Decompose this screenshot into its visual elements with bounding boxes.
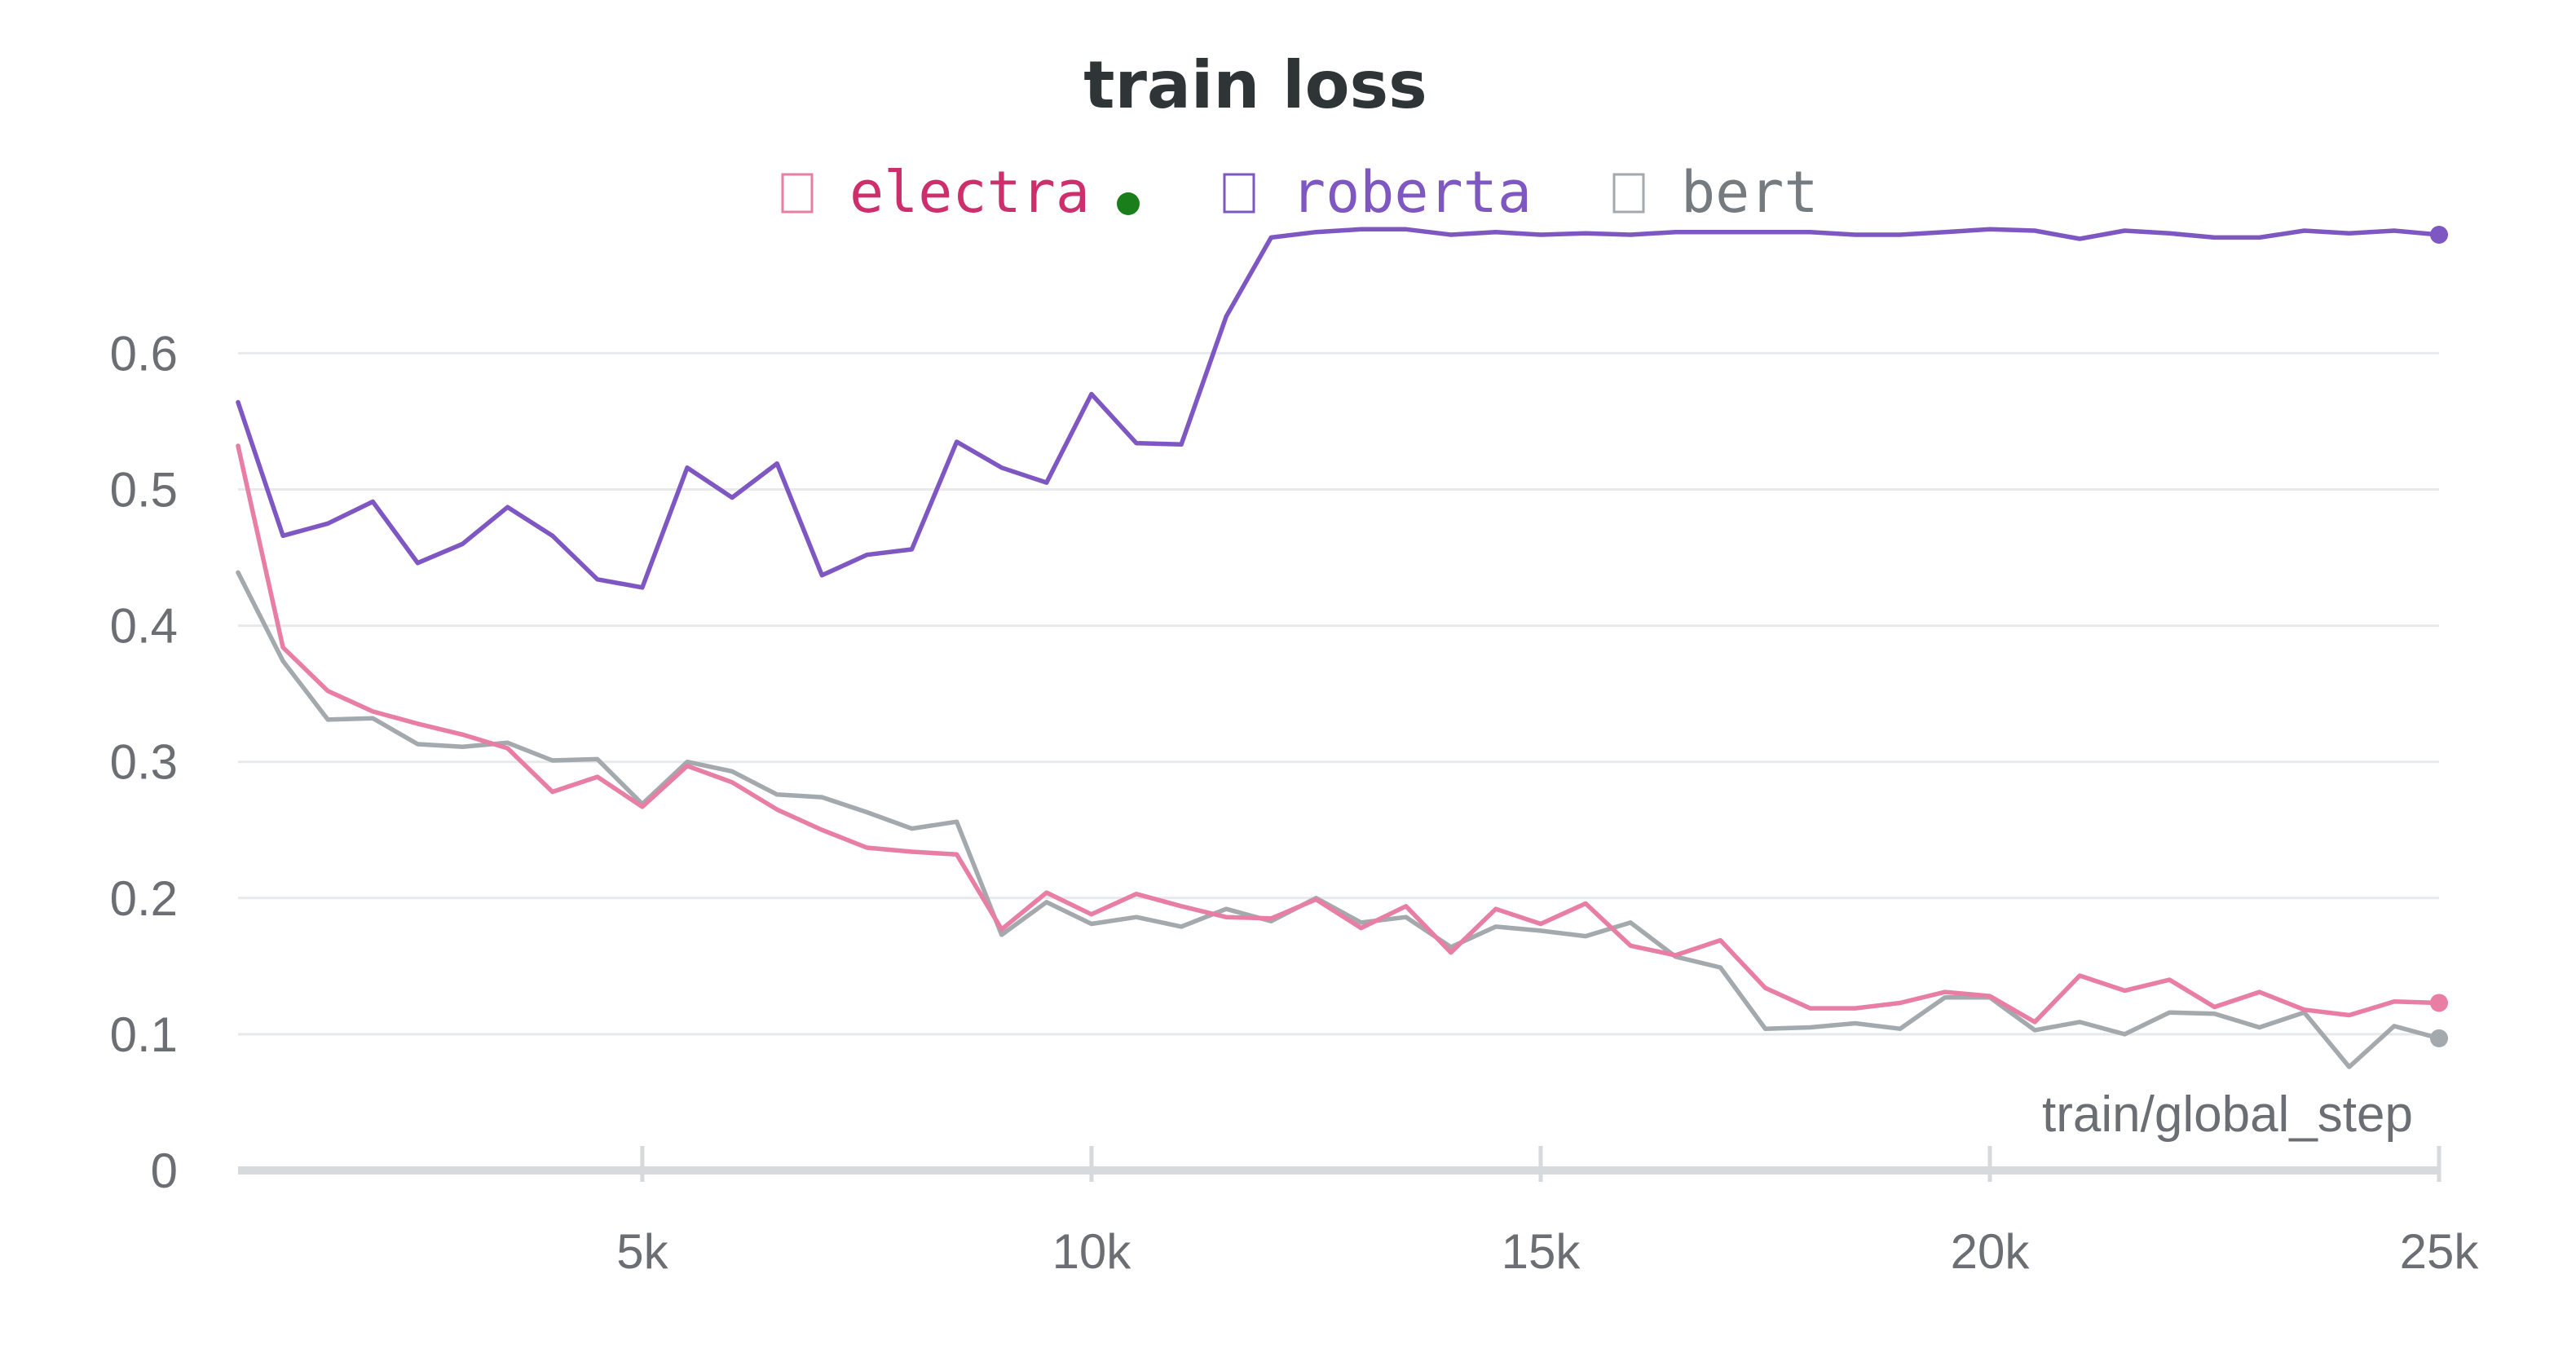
series-line-electra xyxy=(236,443,2441,1025)
series-endpoint-roberta xyxy=(2430,226,2448,245)
x-tick-label: 5k xyxy=(616,1224,668,1279)
chart-title: train loss xyxy=(1083,47,1427,123)
y-tick-label: 0.6 xyxy=(110,326,178,381)
y-tick-label: 0.2 xyxy=(110,871,178,926)
grid-lines xyxy=(238,351,2439,1036)
x-axis: 5k 10k 15k 20k 25k xyxy=(238,1146,2479,1279)
y-tick-label: 0 xyxy=(151,1144,178,1198)
x-tick-label: 10k xyxy=(1052,1224,1132,1279)
x-tick-label: 20k xyxy=(1951,1224,2031,1279)
legend-swatch-roberta xyxy=(1223,173,1255,214)
x-tick-label: 25k xyxy=(2400,1224,2480,1279)
y-tick-label: 0.1 xyxy=(110,1007,178,1062)
legend: electra roberta bert xyxy=(781,159,1819,226)
series-line-roberta xyxy=(236,227,2441,590)
y-tick-label: 0.3 xyxy=(110,735,178,790)
legend-dot-icon xyxy=(1117,192,1140,215)
series-lines xyxy=(236,226,2448,1069)
y-tick-label: 0.4 xyxy=(110,599,178,654)
legend-swatch-electra xyxy=(781,173,814,214)
y-axis-tick-labels: 0 0.1 0.2 0.3 0.4 0.5 0.6 xyxy=(110,326,178,1198)
series-endpoint-bert xyxy=(2430,1029,2448,1047)
series-line-bert xyxy=(236,570,2441,1069)
legend-swatch-bert xyxy=(1612,173,1645,214)
series-endpoint-electra xyxy=(2430,994,2448,1012)
y-tick-label: 0.5 xyxy=(110,462,178,517)
legend-label-electra: electra xyxy=(849,159,1090,226)
x-axis-label: train/global_step xyxy=(2042,1086,2413,1143)
x-tick-label: 15k xyxy=(1502,1224,1581,1279)
legend-label-roberta: roberta xyxy=(1291,159,1532,226)
legend-label-bert: bert xyxy=(1681,159,1819,226)
